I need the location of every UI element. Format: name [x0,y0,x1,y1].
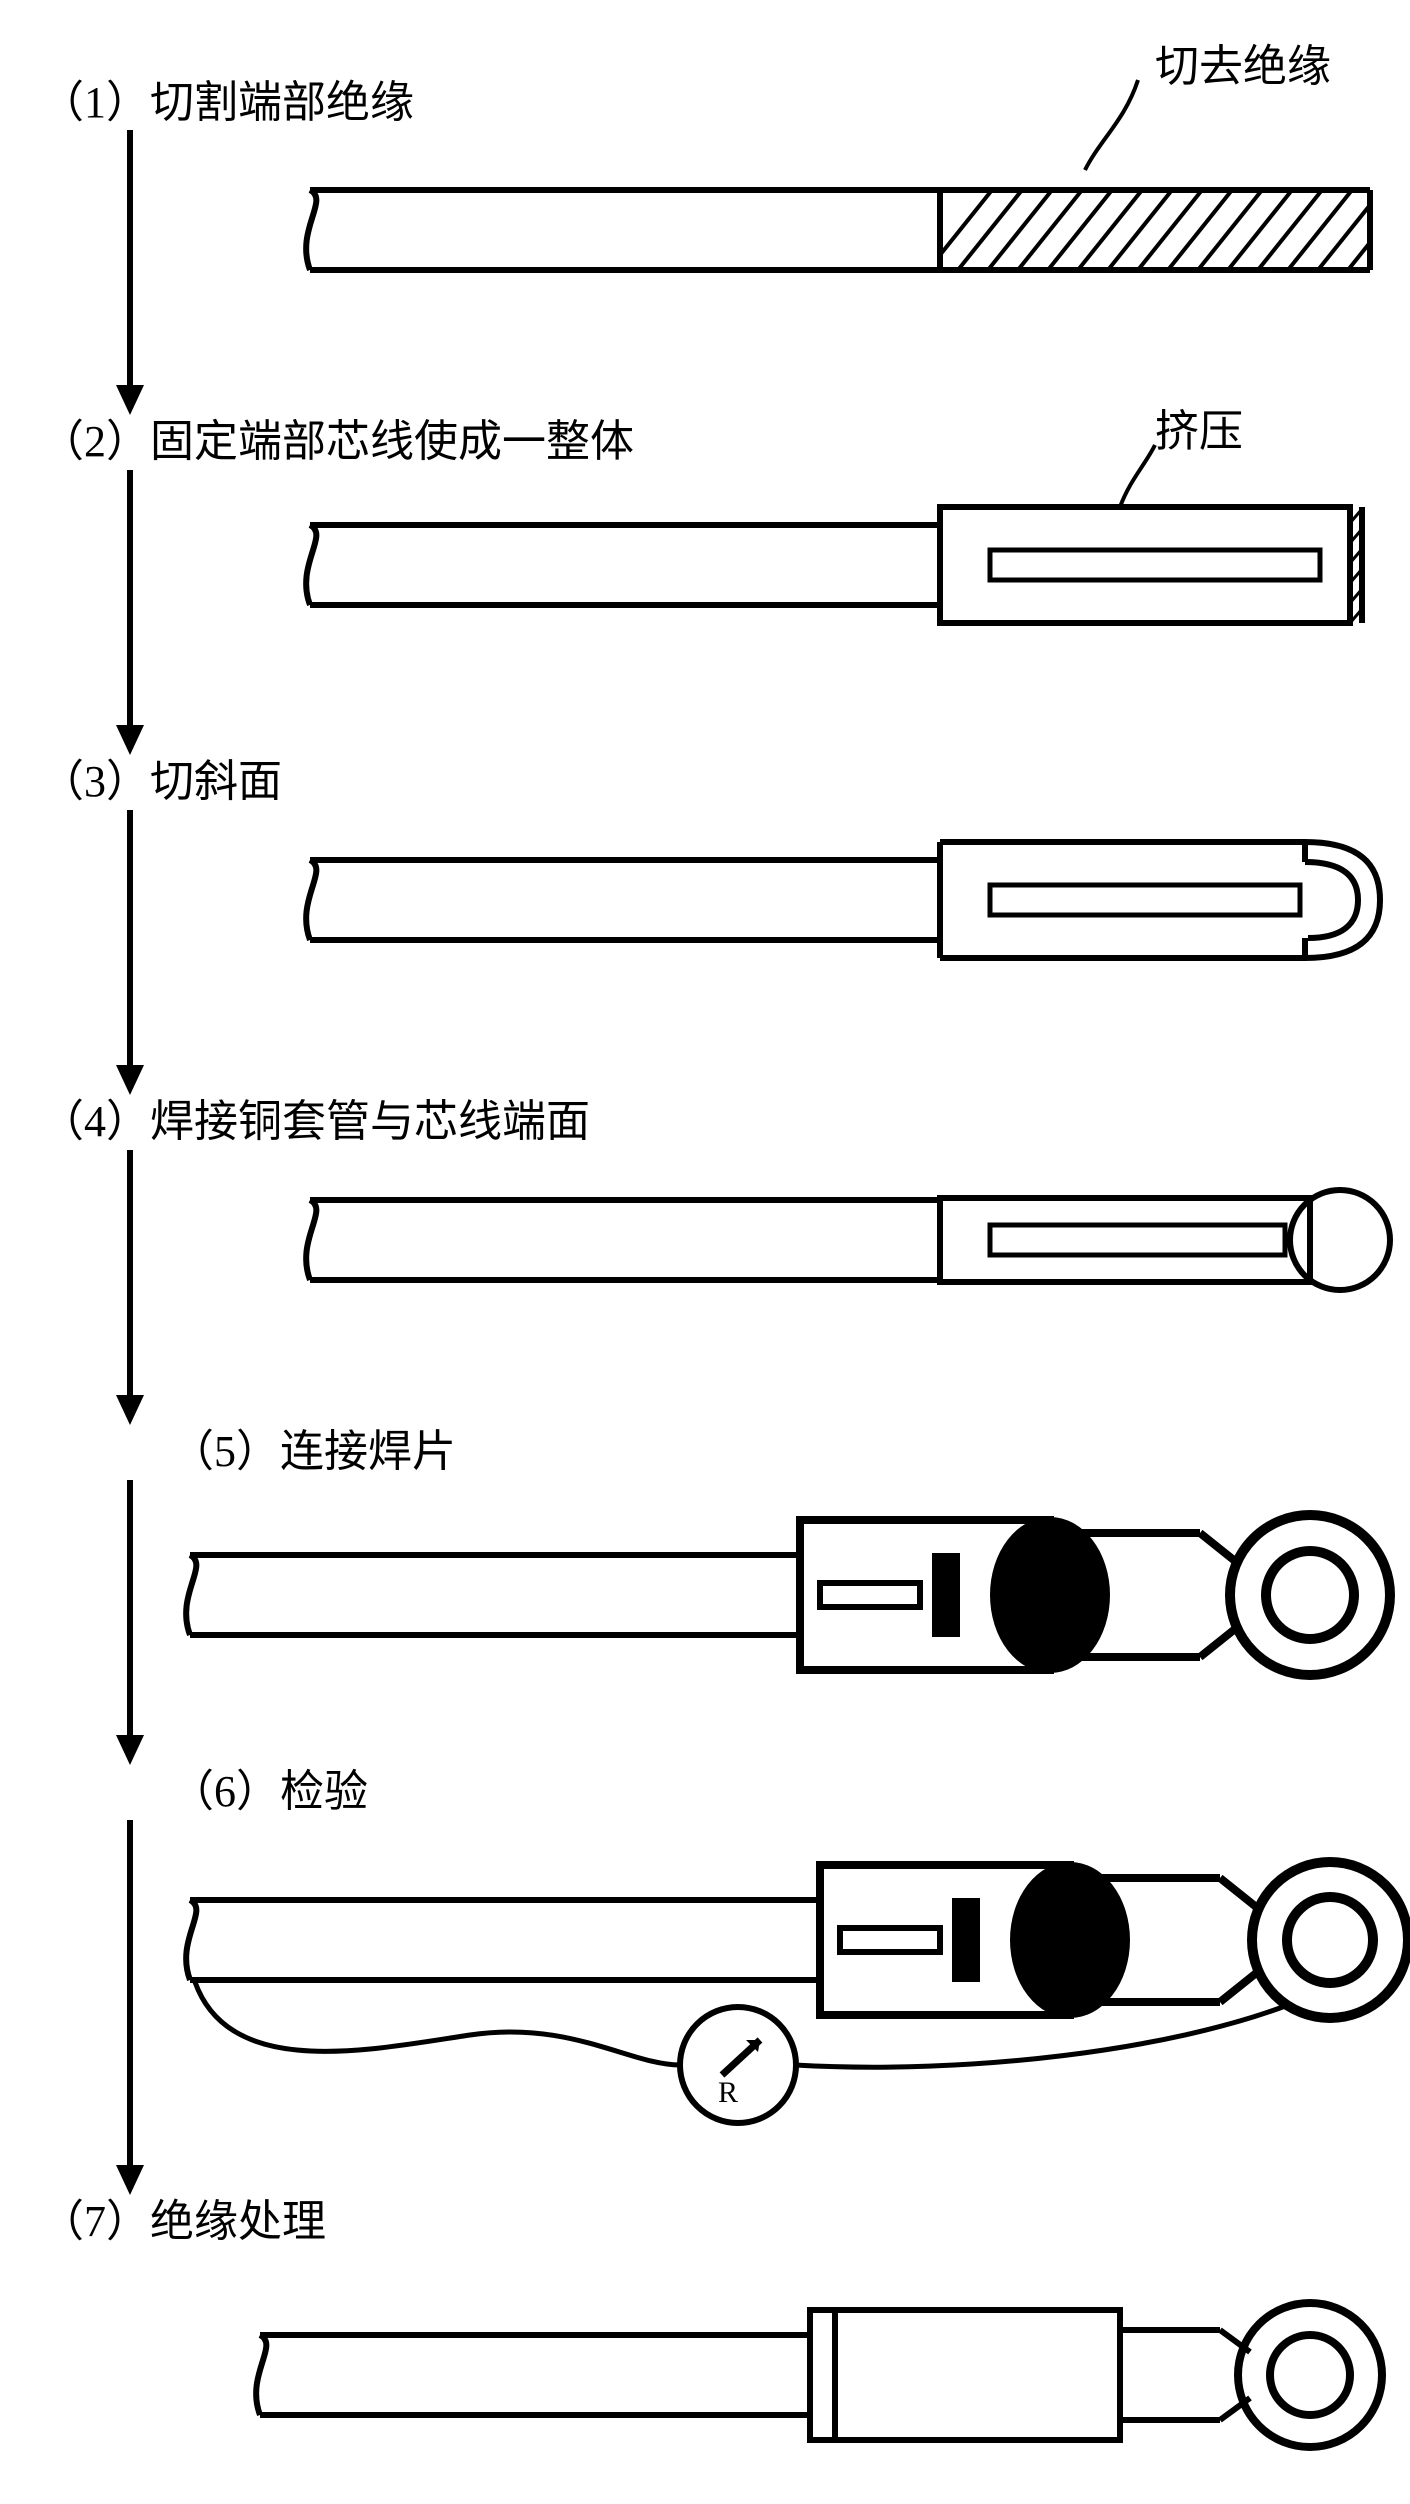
step-2-num: （2） [40,417,150,466]
arrow-5 [127,1480,133,1735]
step-1-title: 切割端部绝缘 [150,78,414,127]
step-3-label: （3）切斜面 [40,745,282,809]
arrow-4-head [116,1395,144,1425]
step-7-title: 绝缘处理 [150,2197,326,2246]
step-1-figure [300,160,1390,300]
step-2-figure [300,495,1390,635]
callout-squeeze: 挤压 [1155,395,1243,459]
arrow-2 [127,470,133,725]
step-5-num: （5） [170,1427,280,1476]
arrow-6 [127,1820,133,2165]
step-6-num: （6） [170,1767,280,1816]
step-7-num: （7） [40,2197,150,2246]
step-4-title: 焊接铜套管与芯线端面 [150,1097,590,1146]
step-5-label: （5）连接焊片 [170,1415,456,1479]
step-6-title: 检验 [280,1767,368,1816]
step-3-num: （3） [40,757,150,806]
arrow-3 [127,810,133,1065]
callout-cut-insulation: 切去绝缘 [1155,30,1331,94]
step-5-title: 连接焊片 [280,1427,456,1476]
step-1-label: （1）切割端部绝缘 [40,66,414,130]
arrow-1 [127,130,133,385]
page: （1）切割端部绝缘 切去绝缘 [0,0,1410,2504]
step-6-figure: R [170,1850,1400,2130]
arrow-5-head [116,1735,144,1765]
step-7-label: （7）绝缘处理 [40,2185,326,2249]
step-2-title: 固定端部芯线使成一整体 [150,417,634,466]
step-4-num: （4） [40,1097,150,1146]
arrow-4 [127,1150,133,1395]
step-6-label: （6）检验 [170,1755,368,1819]
step-4-figure [300,1160,1390,1310]
step-2-label: （2）固定端部芯线使成一整体 [40,405,634,469]
step-3-figure [300,820,1390,970]
step-1-num: （1） [40,78,150,127]
step-4-label: （4）焊接铜套管与芯线端面 [40,1085,590,1149]
meter-label: R [718,2076,738,2109]
step-3-title: 切斜面 [150,757,282,806]
step-7-figure [250,2280,1400,2470]
step-5-figure [180,1505,1400,1695]
